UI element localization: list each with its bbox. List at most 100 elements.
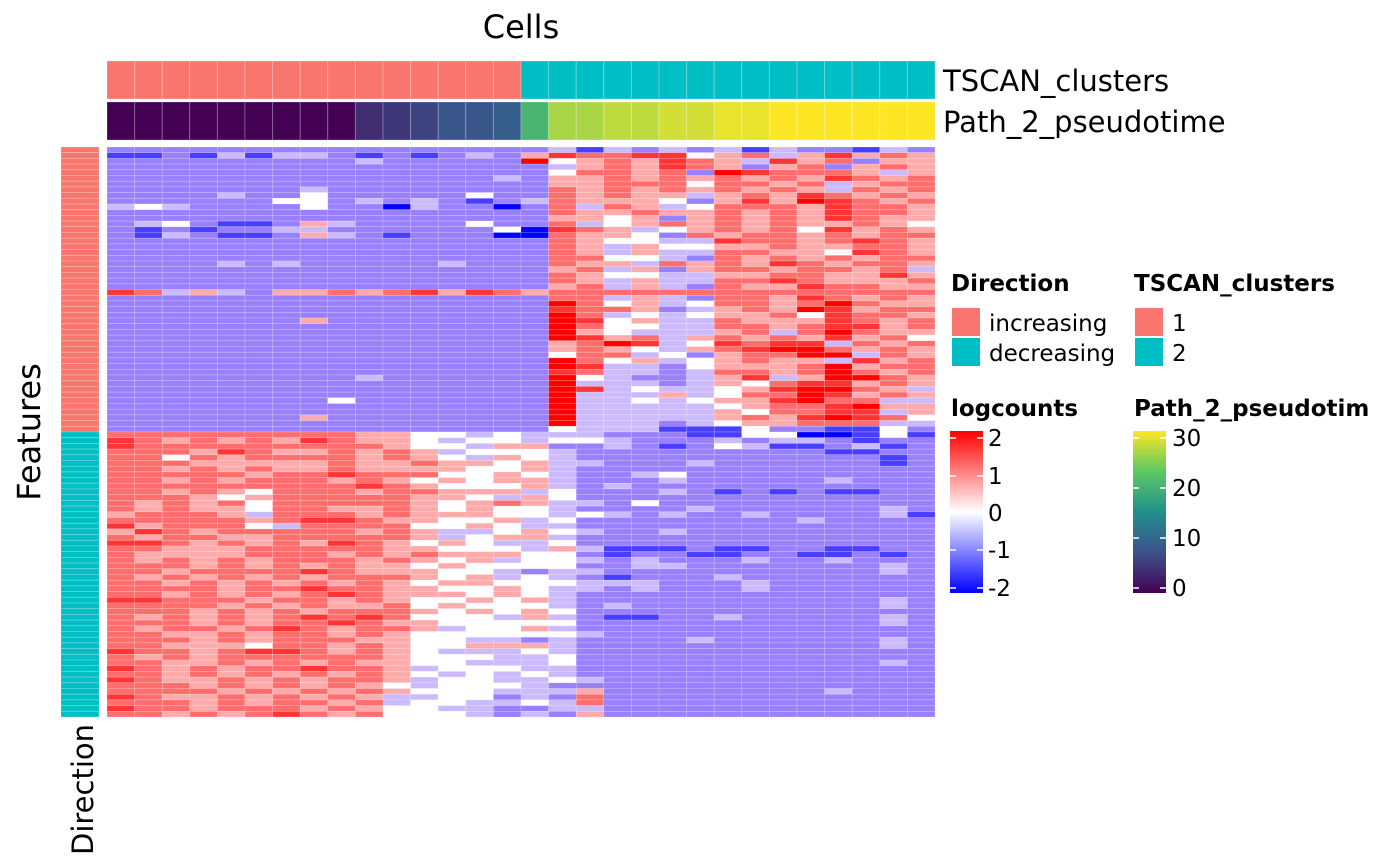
heatmap-cell [879, 460, 908, 467]
heatmap-cell [658, 676, 687, 684]
heatmap-cell [631, 243, 660, 250]
legend-label-decreasing: decreasing [989, 341, 1115, 367]
heatmap-cell [851, 346, 881, 353]
heatmap-cell [272, 482, 301, 490]
heatmap-cell [824, 425, 853, 433]
heatmap-cell [437, 374, 467, 381]
heatmap-cell [907, 272, 936, 279]
heatmap-cell [327, 710, 356, 718]
heatmap-cell [134, 158, 163, 165]
heatmap-cell [134, 625, 163, 632]
heatmap-cell [686, 323, 715, 330]
heatmap-cell [686, 146, 715, 153]
heatmap-cell [548, 682, 577, 689]
heatmap-cell [134, 380, 163, 387]
heatmap-cell [189, 625, 218, 632]
heatmap-cell [437, 636, 467, 644]
heatmap-cell [355, 614, 384, 621]
heatmap-cell [382, 579, 411, 587]
heatmap-cell [741, 186, 770, 193]
heatmap-cell [796, 688, 825, 695]
heatmap-cell [189, 311, 218, 319]
heatmap-cell [769, 688, 798, 695]
heatmap-cell [437, 243, 467, 250]
heatmap-cell [686, 579, 715, 587]
heatmap-cell [465, 323, 494, 330]
heatmap-cell [520, 175, 549, 182]
heatmap-cell [548, 158, 577, 165]
heatmap-cell [769, 511, 798, 518]
heatmap-cell [548, 169, 577, 176]
heatmap-cell [410, 391, 439, 399]
heatmap-cell [134, 346, 163, 353]
heatmap-cell [520, 585, 549, 592]
heatmap-cell [686, 522, 715, 530]
heatmap-cell [355, 437, 384, 444]
heatmap-cell [189, 317, 218, 324]
heatmap-cell [631, 505, 660, 513]
heatmap-cell [189, 545, 218, 552]
heatmap-cell [410, 545, 439, 552]
heatmap-cell [189, 648, 218, 655]
pseudotime-tick-label: 30 [1172, 426, 1201, 452]
heatmap-cell [631, 374, 660, 381]
heatmap-cell [713, 175, 743, 182]
heatmap-cell [382, 386, 411, 393]
heatmap-cell [520, 557, 549, 564]
heatmap-cell [134, 568, 163, 575]
heatmap-cell [410, 266, 439, 273]
heatmap-cell [437, 237, 467, 245]
heatmap-cell [824, 408, 853, 416]
heatmap-cell [548, 539, 577, 547]
heatmap-cell [161, 340, 191, 347]
heatmap-cell [217, 448, 246, 456]
heatmap-cell [355, 283, 384, 290]
heatmap-cell [575, 545, 605, 552]
heatmap-cell [189, 260, 218, 267]
heatmap-cell [603, 557, 632, 564]
heatmap-cell [217, 631, 246, 638]
heatmap-cell [493, 443, 522, 450]
heatmap-cell [465, 346, 494, 353]
heatmap-cell [824, 648, 853, 655]
heatmap-cell [713, 431, 743, 438]
heatmap-cell [327, 420, 356, 427]
heatmap-cell [382, 568, 411, 575]
heatmap-cell [410, 260, 439, 267]
heatmap-cell [907, 146, 936, 153]
heatmap-cell [244, 317, 273, 324]
heatmap-cell [851, 568, 881, 575]
heatmap-cell [134, 585, 163, 592]
heatmap-cell [355, 391, 384, 399]
heatmap-cell [493, 198, 522, 205]
heatmap-cell [851, 494, 881, 501]
heatmap-cell [161, 237, 191, 245]
heatmap-cell [658, 237, 687, 245]
heatmap-cell [327, 215, 356, 222]
heatmap-cell [631, 602, 660, 609]
heatmap-cell [796, 198, 825, 205]
heatmap-cell [631, 334, 660, 342]
heatmap-cell [355, 619, 384, 627]
heatmap-cell [741, 294, 770, 302]
heatmap-cell [796, 209, 825, 216]
heatmap-cell [106, 448, 135, 456]
heatmap-cell [327, 380, 356, 387]
heatmap-cell [299, 414, 329, 421]
heatmap-cell [355, 180, 384, 188]
heatmap-cell [161, 260, 191, 267]
heatmap-cell [631, 676, 660, 684]
heatmap-cell [410, 198, 439, 205]
heatmap-cell [272, 220, 301, 228]
heatmap-cell [520, 169, 549, 176]
heatmap-cell [741, 505, 770, 513]
heatmap-cell [244, 562, 273, 570]
heatmap-cell [631, 255, 660, 262]
heatmap-cell [769, 551, 798, 558]
heatmap-cell [686, 511, 715, 518]
heatmap-cell [410, 272, 439, 279]
heatmap-cell [410, 551, 439, 558]
heatmap-cell [134, 665, 163, 672]
heatmap-cell [851, 311, 881, 319]
heatmap-cell [161, 306, 191, 313]
